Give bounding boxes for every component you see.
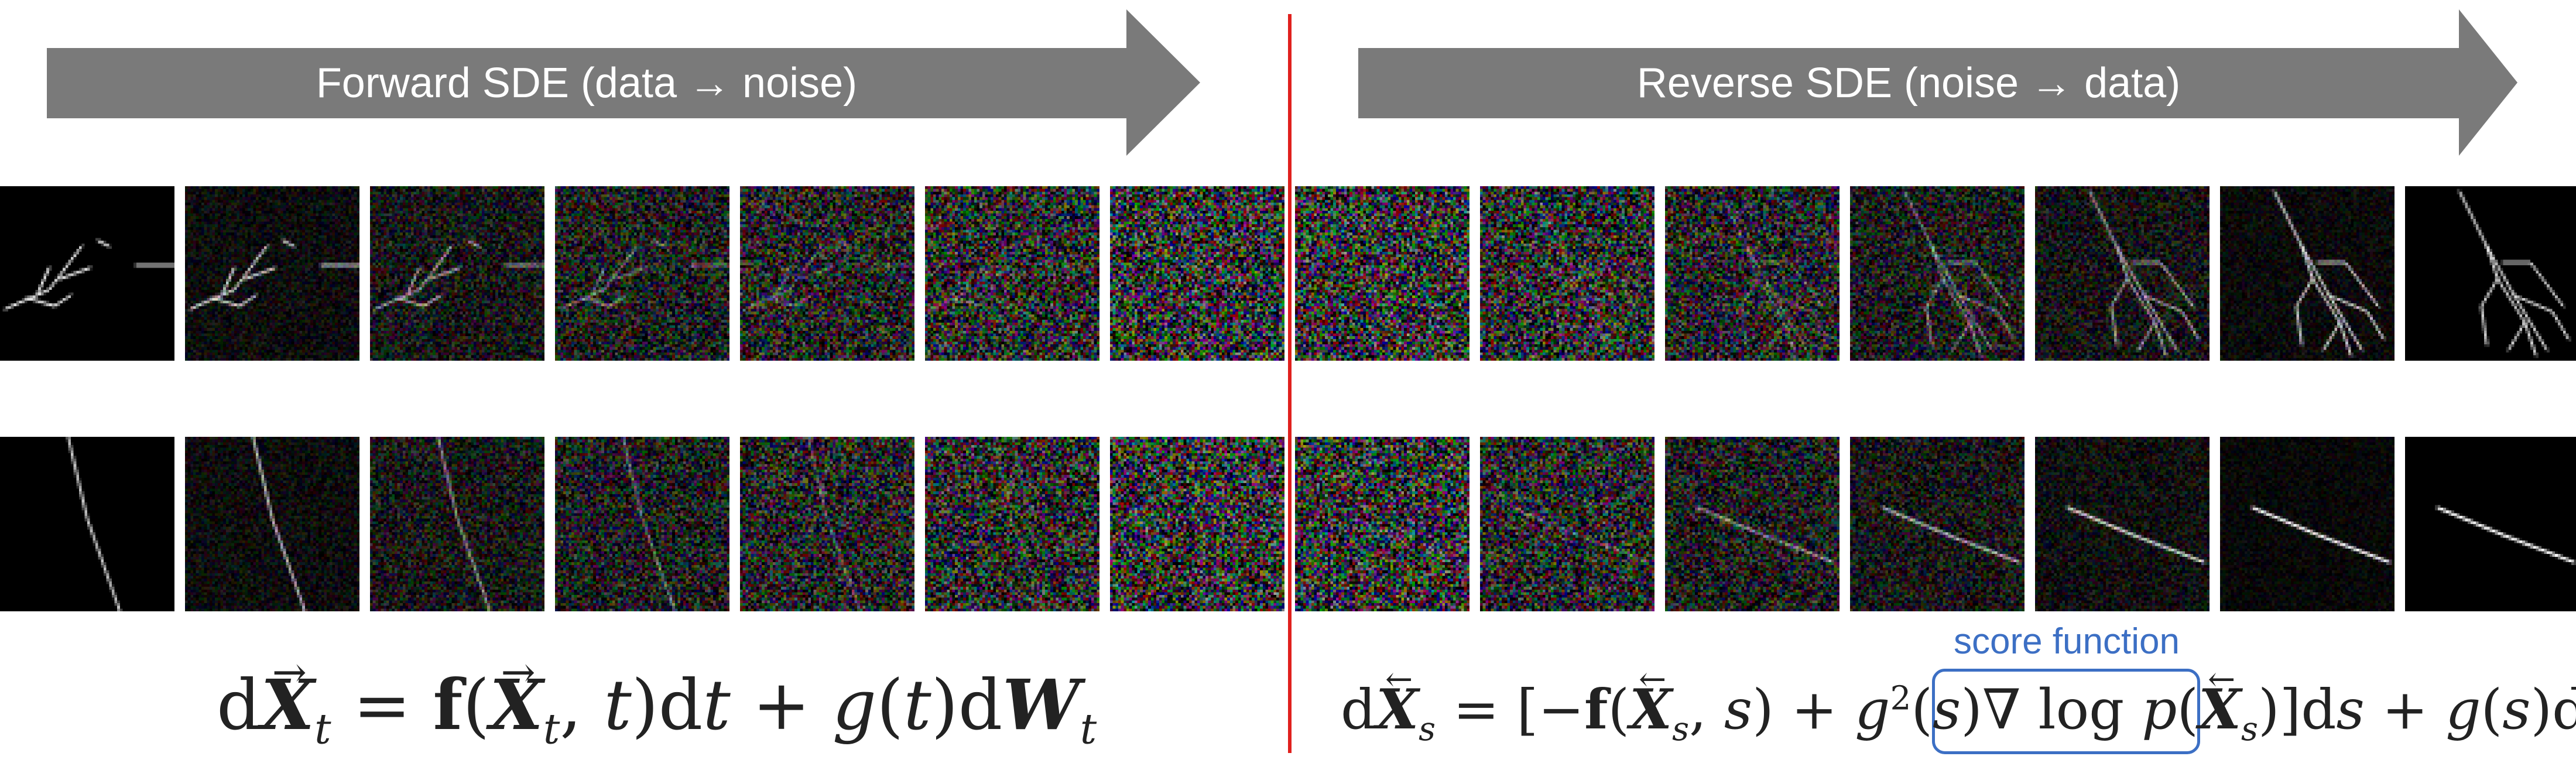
sample-image xyxy=(555,437,729,611)
sample-tile xyxy=(1849,436,2026,612)
sample-tile xyxy=(369,436,546,612)
sample-tile xyxy=(2034,185,2211,362)
sample-tile xyxy=(184,436,361,612)
sample-image xyxy=(0,186,174,361)
sample-image xyxy=(1110,437,1284,611)
sample-image xyxy=(2035,437,2210,611)
forward-arrow-shape xyxy=(47,9,1200,156)
sample-image xyxy=(185,437,359,611)
score-function-label: score function xyxy=(1954,621,2180,662)
sample-image xyxy=(555,186,729,361)
sample-tile xyxy=(2219,436,2396,612)
sample-tile xyxy=(1294,185,1471,362)
sample-image xyxy=(2220,186,2395,361)
sample-image xyxy=(1295,437,1469,611)
sample-tile xyxy=(924,436,1101,612)
sample-image xyxy=(1850,437,2025,611)
sample-tile xyxy=(554,185,731,362)
sample-tile xyxy=(184,185,361,362)
sample-image xyxy=(0,437,174,611)
sample-image xyxy=(1480,437,1654,611)
sample-tile xyxy=(739,185,916,362)
sample-tile xyxy=(1109,185,1286,362)
sample-tile xyxy=(0,436,176,612)
sample-tile xyxy=(739,436,916,612)
forward-sde-equation: d → Xt = f(→ Xt, t)dt + g(t)dWt xyxy=(217,648,1097,754)
sample-image xyxy=(2405,437,2576,611)
sample-tile xyxy=(1109,436,1286,612)
reverse-sde-equation: d ← Xs = [−f(← Xs, s) + g2(s)∇ log p(← Xs)]d… xyxy=(1341,661,2576,748)
sample-tile xyxy=(1294,436,1471,612)
time-reversal-divider xyxy=(1288,14,1292,753)
sample-tile xyxy=(0,185,176,362)
forward-sde-label: Forward SDE (data → noise) xyxy=(316,60,858,107)
sample-image xyxy=(185,186,359,361)
sample-tile xyxy=(2404,436,2576,612)
sample-tile xyxy=(2404,185,2576,362)
sample-image xyxy=(740,437,914,611)
sample-image xyxy=(925,186,1099,361)
sample-image xyxy=(370,437,544,611)
sample-image xyxy=(2220,437,2395,611)
sample-image xyxy=(1480,186,1654,361)
sample-tile xyxy=(1664,436,1841,612)
sample-image xyxy=(1850,186,2025,361)
sample-image xyxy=(2035,186,2210,361)
sample-tile xyxy=(924,185,1101,362)
sample-tile xyxy=(2034,436,2211,612)
reverse-sde-arrow xyxy=(1358,9,2517,156)
reverse-arrow-shape xyxy=(1358,9,2517,156)
sample-image xyxy=(925,437,1099,611)
reverse-sde-label: Reverse SDE (noise → data) xyxy=(1636,60,2181,107)
sample-tile xyxy=(554,436,731,612)
sample-tile xyxy=(1479,436,1656,612)
sample-image xyxy=(1110,186,1284,361)
sample-tile xyxy=(1849,185,2026,362)
sample-tile xyxy=(2219,185,2396,362)
sample-tile xyxy=(369,185,546,362)
sample-image xyxy=(1295,186,1469,361)
sample-tile xyxy=(1664,185,1841,362)
sample-image xyxy=(370,186,544,361)
sample-image xyxy=(2405,186,2576,361)
sample-tile xyxy=(1479,185,1656,362)
sample-image xyxy=(1665,186,1839,361)
sample-image xyxy=(1665,437,1839,611)
score-function-box xyxy=(1932,669,2200,754)
sample-image xyxy=(740,186,914,361)
forward-sde-arrow xyxy=(47,9,1200,156)
